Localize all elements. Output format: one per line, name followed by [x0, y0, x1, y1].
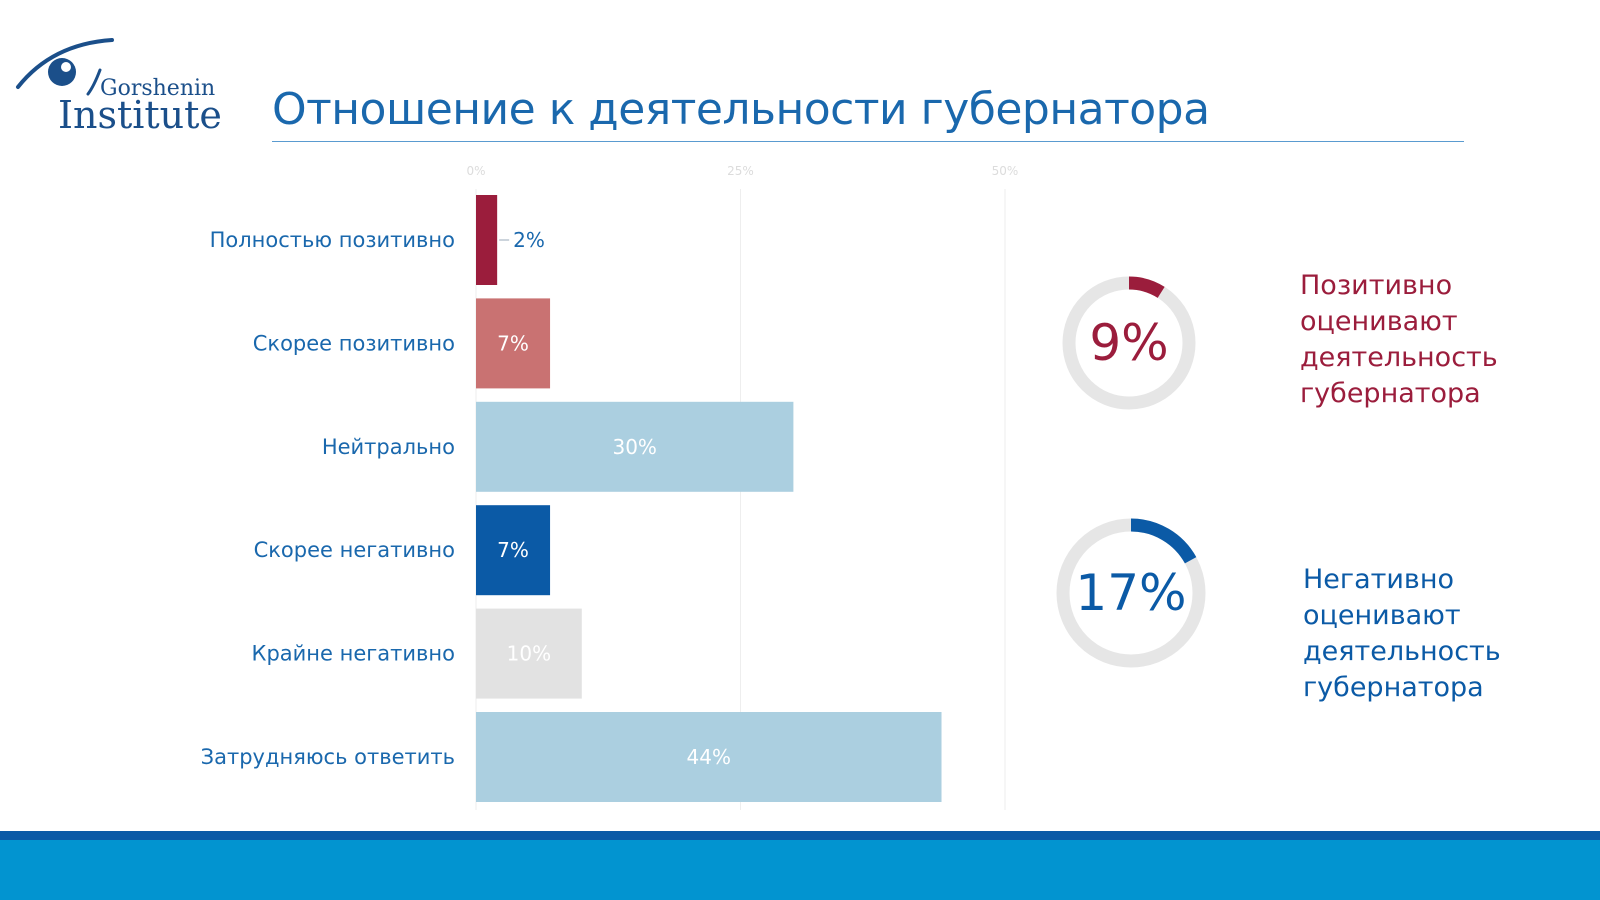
negative-donut-ring [1056, 518, 1206, 668]
bar [476, 298, 551, 389]
bar [476, 608, 582, 699]
logo-name: Gorshenin [100, 76, 216, 101]
positive-percent: 9% [1089, 314, 1169, 372]
value-label: 7% [497, 538, 529, 562]
negative-caption: Негативно оценивают деятельность губерна… [1303, 564, 1501, 703]
bar [476, 712, 942, 802]
logo-institute: Institute [58, 93, 222, 137]
bar [476, 505, 551, 596]
value-label: 44% [687, 745, 731, 769]
positive-donut: 9% [1060, 274, 1198, 412]
category-label: Скорее негативно [254, 538, 455, 562]
logo: Gorshenin Institute [12, 32, 242, 142]
x-tick-label: 0% [466, 164, 485, 178]
page-title: Отношение к деятельности губернатора [272, 84, 1210, 135]
value-label: 7% [497, 331, 529, 355]
footer-stripe [0, 831, 1600, 840]
eye-logo-icon [16, 38, 114, 96]
positive-caption: Позитивно оценивают деятельность губерна… [1300, 270, 1498, 409]
bar [476, 401, 794, 492]
category-label: Крайне негативно [252, 642, 455, 666]
category-label: Полностью позитивно [210, 228, 455, 252]
negative-percent: 17% [1075, 564, 1187, 622]
value-label: 10% [507, 642, 551, 666]
footer-bar [0, 840, 1600, 900]
x-tick-label: 50% [992, 164, 1019, 178]
value-label: 2% [513, 228, 545, 252]
bar [476, 195, 498, 285]
bar-chart: 0% 25% 50% Полностью позитивно Скорее позит… [201, 164, 1019, 810]
category-label: Затрудняюсь ответить [201, 745, 455, 769]
positive-donut-ring [1062, 276, 1196, 410]
x-tick-label: 25% [727, 164, 754, 178]
negative-donut: 17% [1054, 516, 1208, 670]
value-label: 30% [612, 435, 656, 459]
title-divider [272, 141, 1464, 142]
category-label: Скорее позитивно [253, 331, 455, 355]
category-label: Нейтрально [322, 435, 455, 459]
